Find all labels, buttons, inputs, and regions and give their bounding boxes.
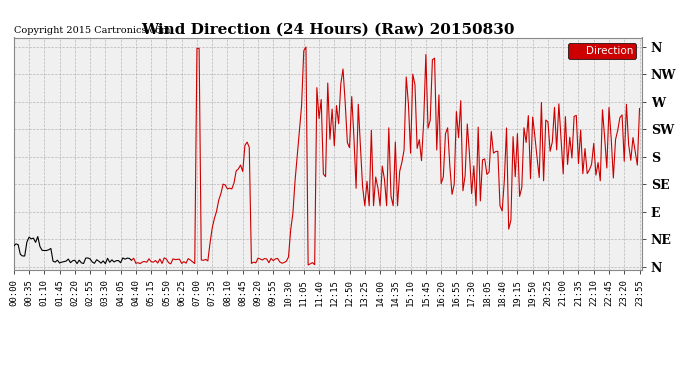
Text: Copyright 2015 Cartronics.com: Copyright 2015 Cartronics.com <box>14 26 170 35</box>
Legend: Direction: Direction <box>569 43 636 59</box>
Title: Wind Direction (24 Hours) (Raw) 20150830: Wind Direction (24 Hours) (Raw) 20150830 <box>141 22 515 36</box>
